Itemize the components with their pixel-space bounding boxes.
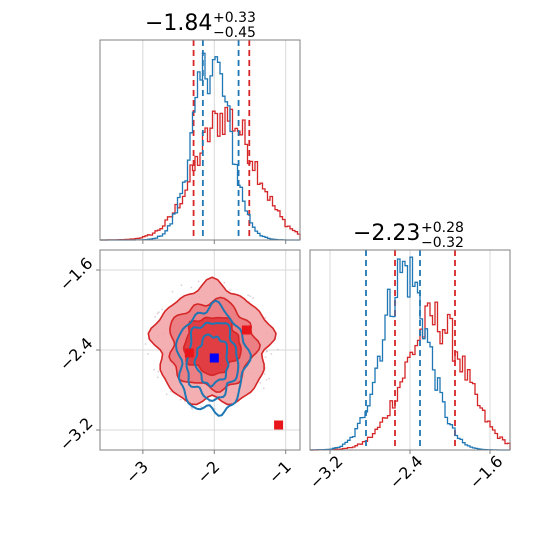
hist2-series-0 [310,301,511,451]
scatter-sample-point [179,398,182,401]
scatter-ytick-label-2: −3.2 [56,414,97,455]
hist2-xtick-label-0: −3.2 [306,452,347,493]
scatter-sample-point [247,294,250,297]
scatter-sample-point [276,348,279,351]
scatter-sample-point [157,370,160,373]
blue-contour-level-2 [193,333,230,388]
scatter-sample-point [191,407,194,410]
scatter-sample-point [197,280,200,283]
scatter-sample-point [213,408,216,410]
scatter-sample-point [156,376,159,379]
title-param2-median: −2.23 [353,221,420,246]
scatter-sample-point [170,390,172,393]
title-param2-minus: −0.32 [421,235,464,251]
scatter-sample-point [270,353,273,355]
title-param1-median: −1.84 [145,11,212,36]
scatter-sample-point [144,343,147,345]
blue-contour-level-1 [185,321,240,402]
title-param2-plus: +0.28 [421,220,464,236]
scatter-sample-point [223,281,226,284]
scatter-sample-point [259,382,262,384]
title-param2: −2.23 +0.28 −0.32 [353,220,464,251]
hist2-xtick-label-1: −2.4 [386,452,427,493]
scatter-xtick-label-2: −1 [265,457,295,487]
hist2-frame [309,249,511,451]
scatter-sample-point [208,401,211,403]
scatter-xtick-label-1: −2 [193,457,223,487]
scatter-sample-point [252,297,255,299]
hist1-frame [99,39,301,241]
marker-3 [209,353,219,363]
histogram-panel-param2: −3.2 −2.4 −1.6 [306,249,511,493]
scatter-sample-point [154,316,157,318]
scatter-ytick-label-0: −1.6 [56,254,97,295]
scatter-sample-point [165,393,168,396]
scatter-sample-point [161,308,164,311]
scatter-sample-point [171,290,174,293]
title-param1-minus: −0.45 [213,25,256,41]
scatter-sample-point [147,353,149,355]
scatter-sample-point [265,350,268,353]
scatter-sample-point [268,377,270,380]
hist1-series-0 [100,106,301,241]
scatter-frame [99,249,301,451]
marker-0 [241,325,251,335]
scatter-sample-point [156,312,159,315]
title-param1-plus: +0.33 [213,10,256,26]
scatter-ytick-label-1: −2.4 [56,334,97,375]
contour-panel: −3 −2 −1 −1.6 −2.4 −3.2 [56,249,301,487]
marker-1 [184,348,194,358]
scatter-sample-point [190,286,193,289]
scatter-sample-point [157,311,160,314]
scatter-sample-point [200,405,203,408]
scatter-sample-point [265,379,268,381]
histogram-panel-param1 [99,39,301,244]
scatter-sample-point [263,373,266,375]
scatter-sample-point [249,295,252,297]
hist2-xtick-label-2: −1.6 [466,452,507,493]
scatter-sample-point [180,284,183,287]
scatter-sample-point [262,387,265,390]
blue-contour-level-0 [174,299,252,417]
scatter-xtick-label-0: −3 [122,457,152,487]
marker-2 [274,420,284,430]
hist1-series-1 [100,52,300,241]
scatter-sample-point [153,368,156,371]
scatter-sample-point [264,356,267,359]
hist2-series-1 [310,256,510,451]
title-param1: −1.84 +0.33 −0.45 [145,10,256,41]
scatter-sample-point [264,316,267,319]
scatter-sample-point [229,289,231,291]
